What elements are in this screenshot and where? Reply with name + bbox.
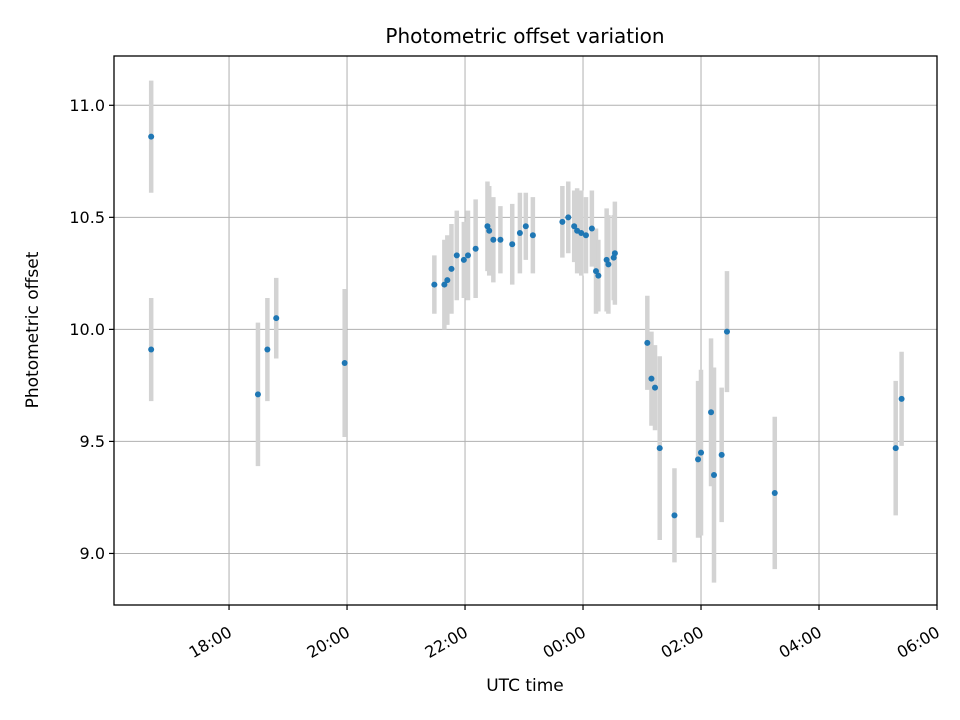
data-point (611, 250, 618, 257)
data-point (595, 272, 602, 279)
data-point (341, 359, 348, 366)
data-point (671, 512, 678, 519)
data-point (529, 232, 536, 239)
grid-lines (114, 56, 938, 605)
data-point (588, 225, 595, 232)
data-point (565, 214, 572, 221)
data-point (486, 227, 493, 234)
data-point (254, 391, 261, 398)
plot-frame (113, 55, 938, 606)
data-point (497, 236, 504, 243)
data-points (148, 133, 905, 519)
data-point (148, 133, 155, 140)
data-point (472, 245, 479, 252)
data-point (571, 223, 578, 230)
data-point (656, 445, 663, 452)
data-point (460, 256, 467, 263)
data-point (441, 281, 448, 288)
data-point (723, 328, 730, 335)
data-point (892, 445, 899, 452)
data-point (605, 261, 612, 268)
y-tick-label: 10.0 (69, 320, 105, 339)
data-point (509, 241, 516, 248)
data-point (264, 346, 271, 353)
y-tick-label: 9.0 (80, 544, 105, 563)
chart-title: Photometric offset variation (385, 24, 664, 48)
data-point (708, 409, 715, 416)
data-point (453, 252, 460, 259)
data-point (148, 346, 155, 353)
data-point (718, 451, 725, 458)
y-tick-label: 10.5 (69, 208, 105, 227)
x-axis-label: UTC time (486, 676, 564, 696)
data-point (593, 268, 600, 275)
data-point (771, 489, 778, 496)
data-point (273, 315, 280, 322)
y-tick-label: 11.0 (69, 96, 105, 115)
data-point (582, 232, 589, 239)
y-tick-label: 9.5 (80, 432, 105, 451)
data-point (444, 277, 451, 284)
data-point (464, 252, 471, 259)
data-point (490, 236, 497, 243)
data-point (522, 223, 529, 230)
data-point (710, 472, 717, 479)
data-point (651, 384, 658, 391)
y-axis-label: Photometric offset (23, 251, 43, 408)
data-point (698, 449, 705, 456)
data-point (431, 281, 438, 288)
data-point (644, 339, 651, 346)
data-point (448, 265, 455, 272)
data-point (648, 375, 655, 382)
data-point (559, 218, 566, 225)
data-point (898, 395, 905, 402)
data-point (695, 456, 702, 463)
data-point (578, 230, 585, 237)
data-point (516, 230, 523, 237)
